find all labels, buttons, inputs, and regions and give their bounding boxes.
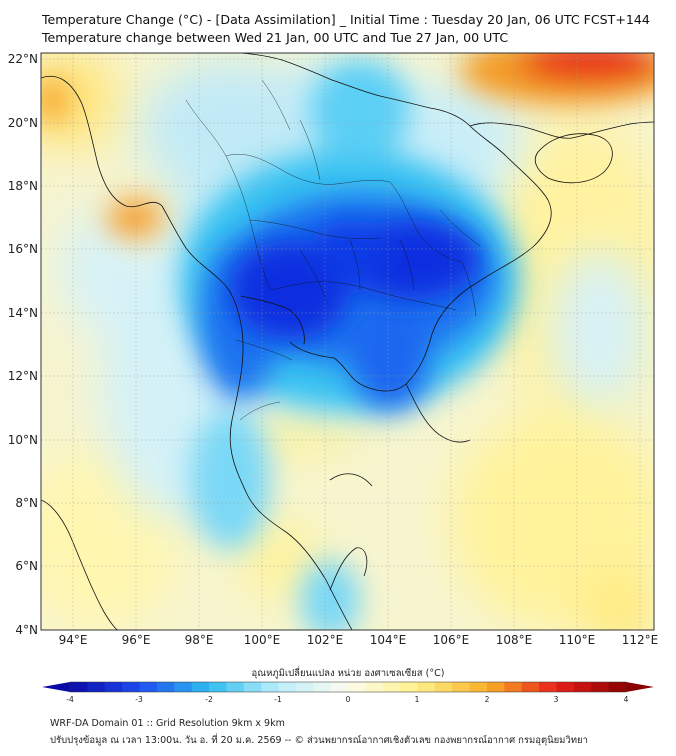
- colorbar-segment: [348, 682, 366, 692]
- lat-tick: 22°N: [8, 52, 38, 66]
- footer-model-info: WRF-DA Domain 01 :: Grid Resolution 9km …: [50, 718, 285, 729]
- colorbar-segment: [400, 682, 418, 692]
- colorbar-tick: -2: [205, 695, 213, 704]
- map-frame: [40, 52, 655, 631]
- lon-tick: 100°E: [244, 633, 281, 647]
- colorbar-max-arrow: [626, 682, 654, 692]
- colorbar-segment: [504, 682, 523, 692]
- colorbar-segment: [70, 682, 88, 692]
- colorbar-segment: [330, 682, 349, 692]
- admin-borders: [185, 79, 481, 421]
- footer-credit: ปรับปรุงข้อมูล ณ เวลา 13:00น. วัน อ. ที่…: [50, 735, 588, 746]
- colorbar-segment: [174, 682, 193, 692]
- colorbar-segment: [243, 682, 262, 692]
- lon-tick: 108°E: [496, 633, 533, 647]
- colorbar-segment: [295, 682, 314, 692]
- lon-tick: 94°E: [59, 633, 88, 647]
- lat-tick: 6°N: [15, 559, 38, 573]
- colorbar-segment: [556, 682, 575, 692]
- lat-tick: 20°N: [8, 116, 38, 130]
- map-title: Temperature Change (°C) - [Data Assimila…: [42, 12, 650, 27]
- colorbar-frame: [69, 681, 627, 693]
- colorbar-segment: [417, 682, 436, 692]
- lon-tick: 96°E: [122, 633, 151, 647]
- colorbar-tick: 2: [485, 695, 490, 704]
- colorbar-ticks: -4 -3 -2 -1 0 1 2 3 4: [66, 695, 628, 704]
- colorbar: [42, 681, 654, 693]
- coastlines: [41, 53, 654, 630]
- map-subtitle: Temperature change between Wed 21 Jan, 0…: [42, 30, 509, 45]
- colorbar-segment: [434, 682, 453, 692]
- lon-tick: 104°E: [370, 633, 407, 647]
- colorbar-segment: [573, 682, 592, 692]
- colorbar-segment: [591, 682, 610, 692]
- lat-tick: 16°N: [8, 242, 38, 256]
- colorbar-tick: -3: [135, 695, 143, 704]
- lon-tick: 112°E: [622, 633, 659, 647]
- colorbar-tick: -4: [66, 695, 74, 704]
- colorbar-segment: [104, 682, 123, 692]
- colorbar-segment: [608, 682, 627, 692]
- lon-tick: 102°E: [307, 633, 344, 647]
- colorbar-segment: [191, 682, 210, 692]
- colorbar-tick: 0: [346, 695, 351, 704]
- colorbar-segment: [226, 682, 245, 692]
- colorbar-segment: [365, 682, 384, 692]
- lat-tick: 10°N: [8, 433, 38, 447]
- colorbar-tick: 3: [554, 695, 559, 704]
- colorbar-tick: 1: [415, 695, 420, 704]
- colorbar-segment: [539, 682, 557, 692]
- colorbar-segment: [469, 682, 488, 692]
- colorbar-min-arrow: [42, 682, 70, 692]
- colorbar-tick: -1: [274, 695, 282, 704]
- colorbar-tick: 4: [624, 695, 629, 704]
- lat-tick: 14°N: [8, 306, 38, 320]
- colorbar-label: อุณหภูมิเปลี่ยนแปลง หน่วย องศาเซลเซียส (…: [252, 666, 445, 679]
- lon-tick: 106°E: [433, 633, 470, 647]
- colorbar-segment: [452, 682, 471, 692]
- lat-axis: 22°N 20°N 18°N 16°N 14°N 12°N 10°N 8°N 6…: [8, 52, 38, 637]
- lat-tick: 8°N: [15, 496, 38, 510]
- colorbar-segment: [313, 682, 332, 692]
- colorbar-segment: [209, 682, 227, 692]
- colorbar-segment: [87, 682, 106, 692]
- lat-tick: 12°N: [8, 369, 38, 383]
- colorbar-segment: [382, 682, 401, 692]
- lon-tick: 110°E: [559, 633, 596, 647]
- colorbar-segment: [122, 682, 140, 692]
- colorbar-segment: [139, 682, 158, 692]
- lon-axis: 94°E 96°E 98°E 100°E 102°E 104°E 106°E 1…: [59, 633, 659, 647]
- lon-tick: 98°E: [185, 633, 214, 647]
- temperature-field: [41, 53, 654, 630]
- colorbar-segment: [487, 682, 505, 692]
- colorbar-segment: [521, 682, 540, 692]
- lat-tick: 18°N: [8, 179, 38, 193]
- colorbar-segment: [261, 682, 279, 692]
- graticule: [41, 53, 654, 630]
- colorbar-segment: [156, 682, 175, 692]
- colorbar-segment: [278, 682, 297, 692]
- lat-tick: 4°N: [15, 623, 38, 637]
